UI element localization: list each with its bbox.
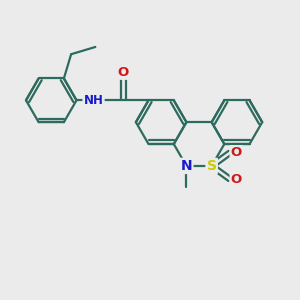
Text: O: O (231, 172, 242, 186)
Text: O: O (118, 66, 129, 79)
Text: N: N (181, 159, 192, 173)
Text: S: S (207, 159, 217, 173)
Text: S: S (207, 159, 217, 173)
Text: O: O (118, 66, 129, 79)
Text: N: N (181, 159, 192, 173)
Text: O: O (231, 172, 242, 186)
Text: O: O (231, 146, 242, 159)
Text: O: O (231, 146, 242, 159)
Text: NH: NH (84, 94, 103, 107)
Text: NH: NH (84, 94, 103, 107)
